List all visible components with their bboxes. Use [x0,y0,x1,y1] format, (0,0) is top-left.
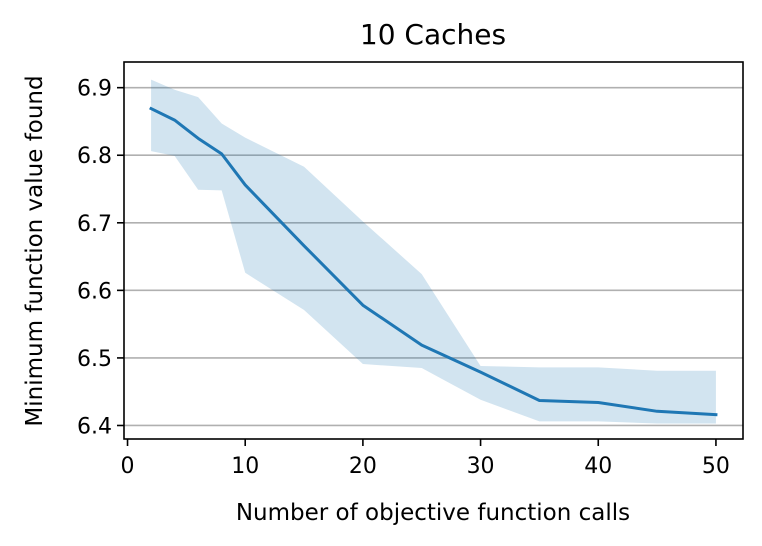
x-axis-ticks: 0 10 20 30 40 50 [121,439,730,479]
y-axis-label: Minimum function value found [22,75,48,426]
x-tick-label: 0 [121,454,135,479]
grid-lines [124,86,743,427]
y-tick-label: 6.6 [77,279,112,304]
confidence-band [151,79,716,424]
y-tick-label: 6.7 [77,212,112,237]
plot-frame [123,61,744,440]
y-tick-label: 6.8 [77,144,112,169]
y-tick-label: 6.4 [77,414,112,439]
x-tick-label: 50 [702,454,730,479]
x-tick-label: 10 [231,454,259,479]
confidence-band-layer [151,79,716,424]
x-tick-label: 20 [349,454,377,479]
mean-line-layer [149,106,718,417]
mean-line [149,106,718,417]
y-tick-label: 6.9 [77,77,112,102]
x-axis-label: Number of objective function calls [236,500,630,526]
x-tick-label: 30 [467,454,495,479]
x-tick-label: 40 [584,454,612,479]
y-axis-ticks: 6.4 6.5 6.6 6.7 6.8 6.9 [77,77,124,439]
y-tick-label: 6.5 [77,347,112,372]
chart-title: 10 Caches [360,18,506,51]
